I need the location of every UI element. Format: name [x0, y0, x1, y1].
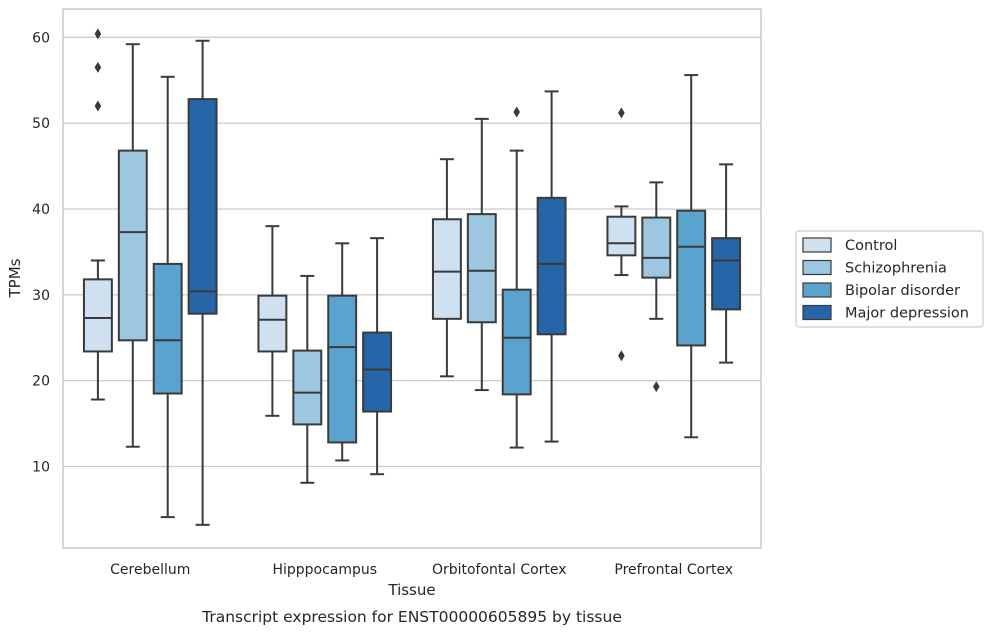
iqr-box	[257, 294, 288, 353]
iqr-box	[292, 349, 323, 426]
y-tick-label: 20	[32, 374, 50, 390]
box-2-1	[466, 117, 497, 392]
iqr-box	[152, 262, 183, 395]
outlier-point	[94, 100, 102, 112]
legend-label: Control	[845, 238, 897, 254]
iqr-box	[536, 196, 567, 336]
box-1-2	[327, 242, 358, 462]
y-axis-label: TPMs	[6, 258, 24, 298]
x-tick-label: Cerebellum	[110, 562, 190, 578]
box-2-0	[431, 158, 462, 378]
outlier-point	[618, 350, 625, 362]
y-tick-labels: 10 20 30 40 50 60	[32, 30, 50, 475]
legend-swatch	[802, 304, 832, 321]
y-gridlines	[63, 36, 761, 468]
iqr-box	[362, 331, 393, 413]
iqr-box	[676, 209, 707, 347]
chart-caption: Transcript expression for ENST0000060589…	[201, 608, 622, 626]
box-2-3	[536, 90, 567, 443]
y-tick-label: 40	[32, 202, 50, 218]
iqr-box	[327, 294, 358, 444]
x-tick-labels: Cerebellum Hipppocampus Orbitofontal Corte…	[110, 562, 733, 578]
box-0-1	[117, 43, 148, 448]
iqr-box	[501, 288, 532, 396]
legend-swatch	[802, 259, 832, 276]
iqr-box	[711, 237, 742, 311]
iqr-box	[466, 213, 497, 324]
legend-swatch	[802, 282, 832, 298]
legend-label: Major depression	[845, 306, 969, 322]
box-3-1	[641, 181, 672, 393]
y-tick-label: 60	[32, 30, 50, 46]
legend: Control Schizophrenia Bipolar disorder Majo…	[795, 230, 984, 328]
outlier-point	[94, 61, 102, 73]
legend-frame	[795, 230, 984, 328]
outlier-point	[653, 381, 660, 393]
box-1-1	[292, 274, 323, 484]
iqr-box	[641, 216, 672, 279]
box-0-3	[187, 39, 218, 526]
box-1-3	[362, 237, 393, 476]
box-1-0	[257, 225, 288, 417]
iqr-box	[187, 98, 218, 315]
y-tick-label: 10	[32, 459, 50, 475]
box-3-2	[676, 74, 707, 439]
plot-frame	[62, 8, 762, 549]
box-3-3	[711, 163, 742, 364]
box-layer	[82, 28, 742, 526]
box-3-0	[606, 107, 637, 362]
y-tick-label: 30	[32, 288, 50, 304]
x-axis-label: Tissue	[387, 581, 435, 599]
outlier-point	[618, 107, 625, 119]
legend-label: Schizophrenia	[845, 261, 947, 277]
legend-label: Bipolar disorder	[845, 283, 960, 299]
outlier-point	[513, 106, 520, 118]
x-tick-label: Hipppocampus	[272, 562, 377, 578]
x-tick-label: Prefrontal Cortex	[614, 562, 733, 578]
outlier-point	[94, 28, 102, 40]
box-2-2	[501, 106, 532, 449]
iqr-box	[82, 278, 113, 353]
iqr-box	[117, 149, 148, 342]
iqr-box	[431, 218, 462, 320]
box-0-0	[82, 28, 113, 401]
iqr-box	[606, 215, 637, 257]
y-tick-label: 50	[32, 116, 50, 132]
legend-swatch	[802, 237, 832, 253]
box-0-2	[152, 75, 183, 519]
x-tick-label: Orbitofontal Cortex	[432, 562, 567, 578]
